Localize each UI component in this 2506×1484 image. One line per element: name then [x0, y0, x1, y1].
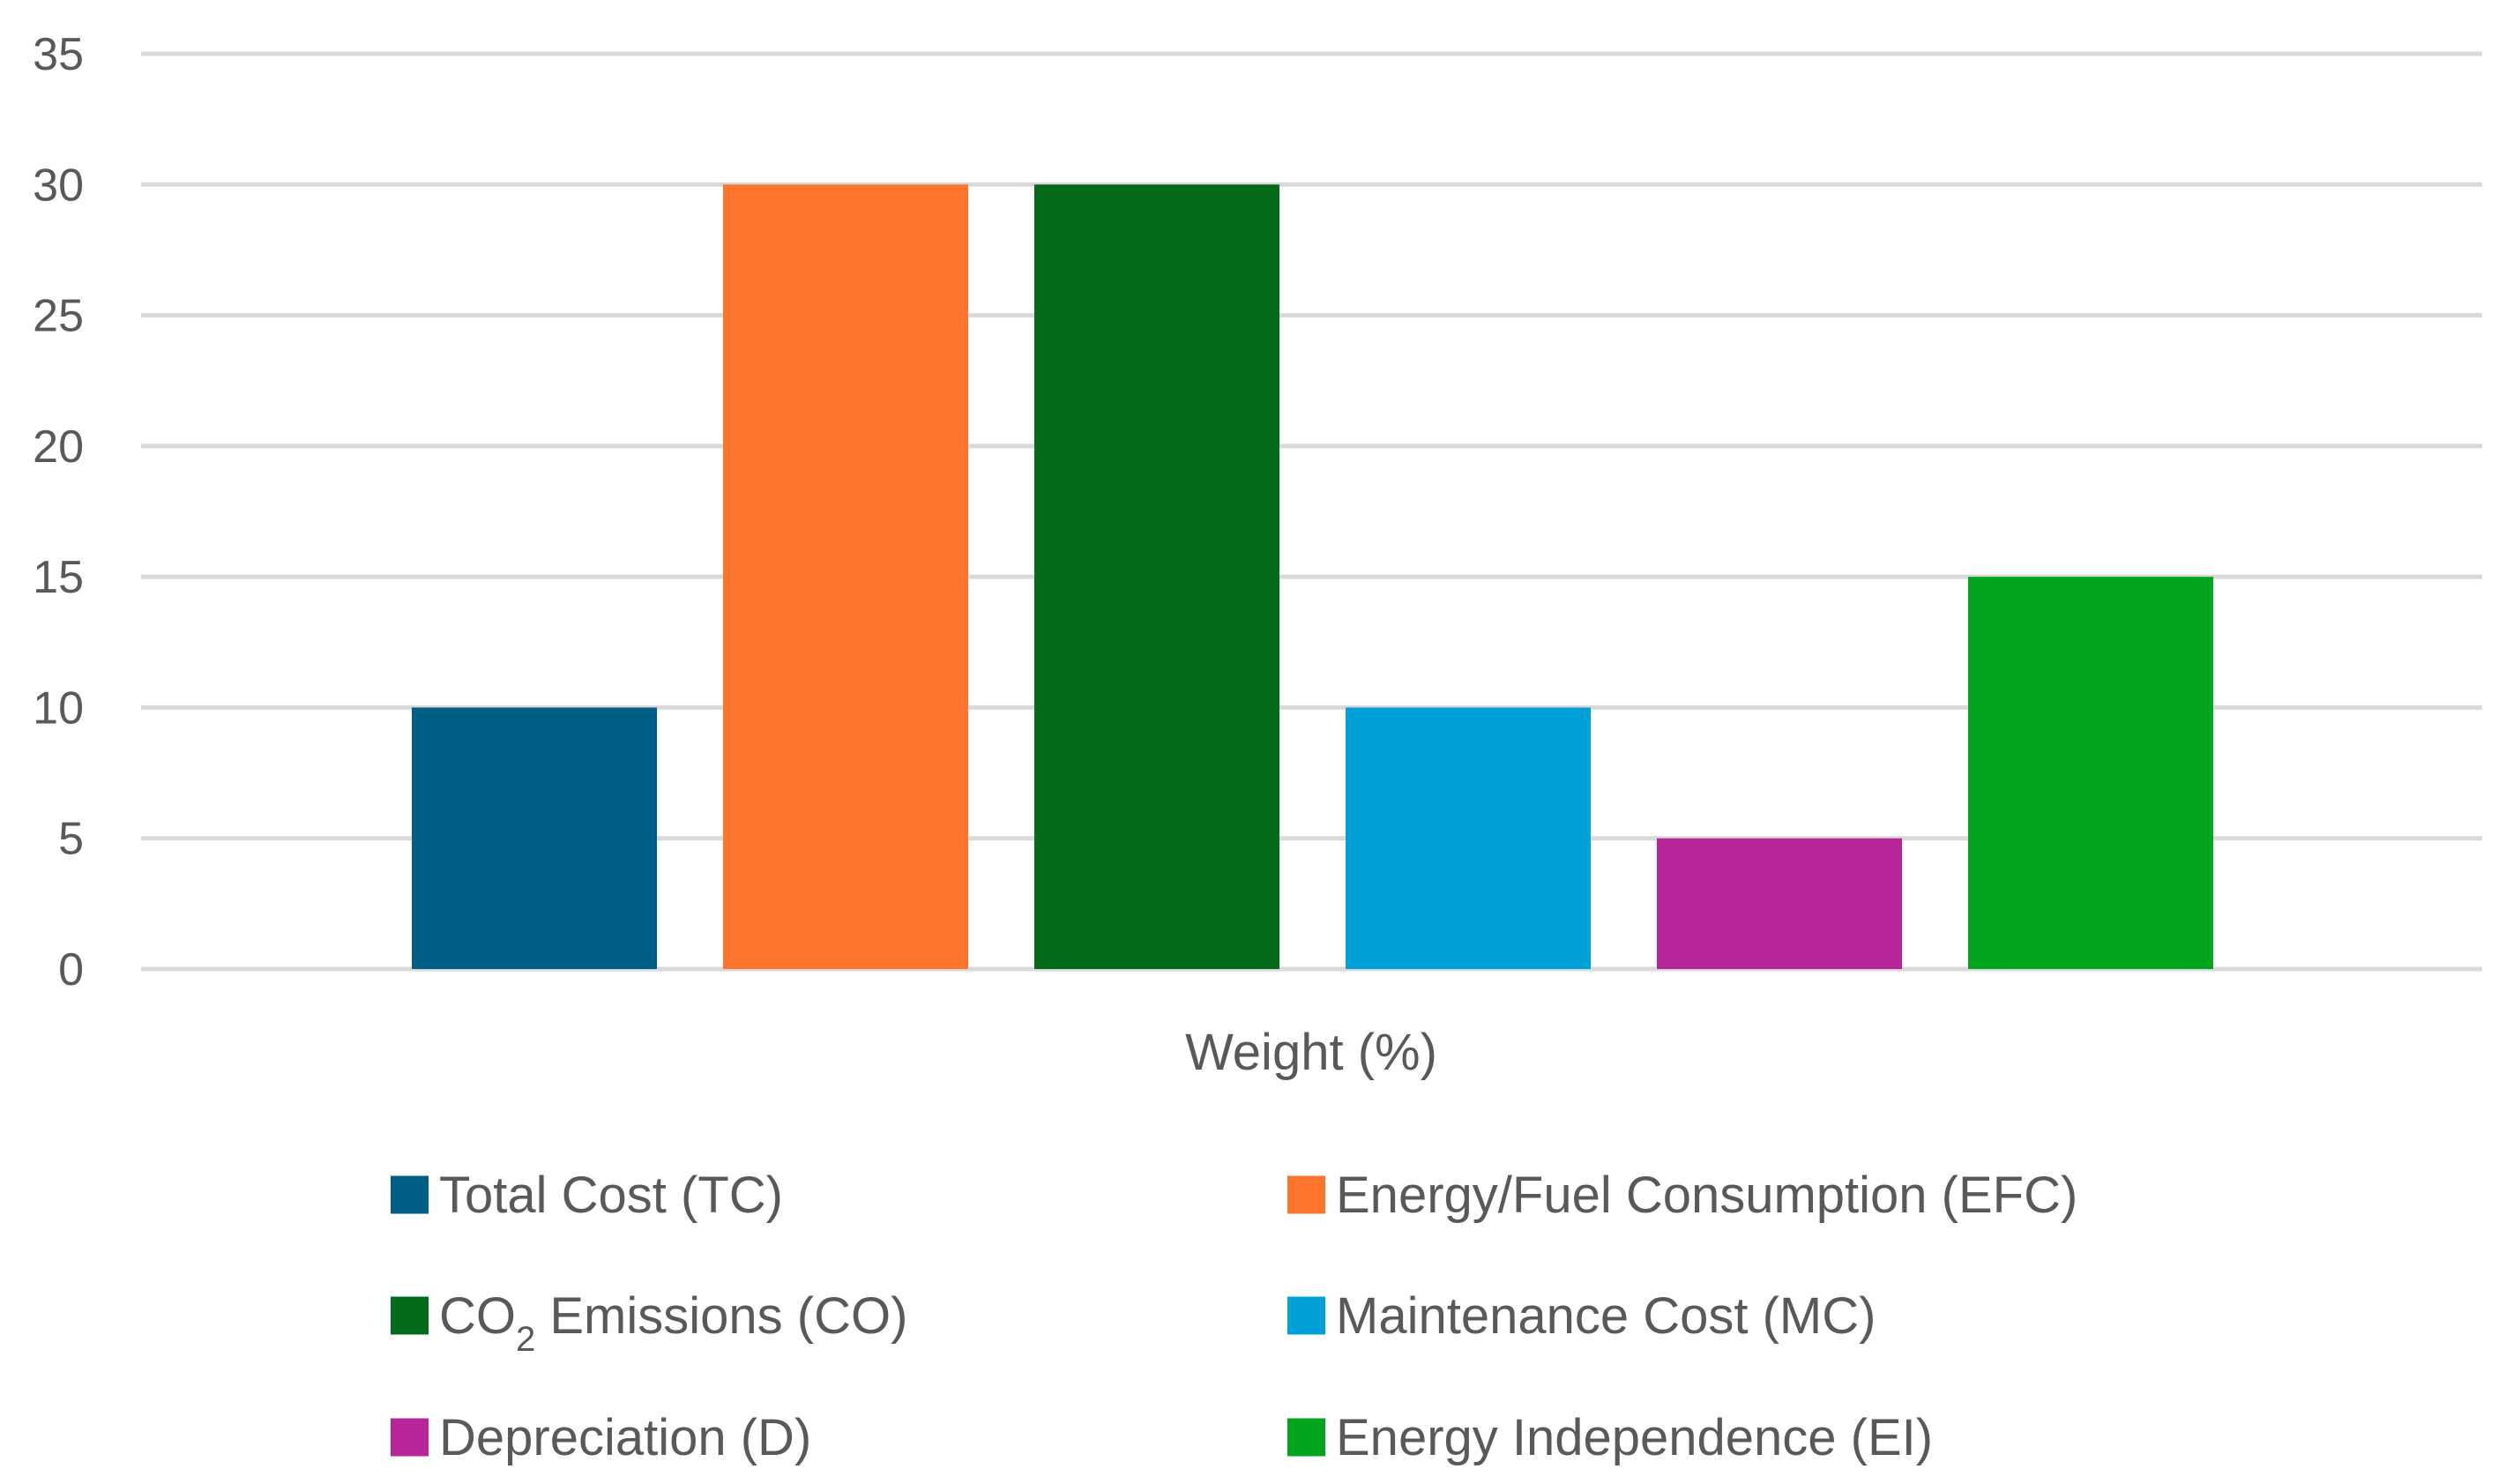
legend-label: CO2 Emissions (CO) [439, 1287, 907, 1359]
legend-item: Energy/Fuel Consumption (EFC) [1287, 1167, 2077, 1224]
y-tick-label: 25 [33, 291, 84, 342]
legend: Total Cost (TC) Energy/Fuel Consumption (… [391, 1167, 2077, 1466]
y-tick-label: 35 [33, 29, 84, 80]
legend-item: CO2 Emissions (CO) [391, 1287, 907, 1359]
y-tick-label: 5 [58, 814, 84, 865]
y-axis-ticks: 0 5 10 15 20 25 30 35 [33, 29, 84, 996]
y-tick-label: 0 [58, 944, 84, 996]
bar [1034, 184, 1279, 970]
legend-label: Energy Independence (EI) [1336, 1409, 1933, 1466]
legend-label: Energy/Fuel Consumption (EFC) [1336, 1167, 2077, 1224]
legend-swatch [391, 1175, 429, 1214]
legend-swatch [391, 1418, 429, 1457]
legend-label: Total Cost (TC) [439, 1167, 783, 1224]
bars [412, 184, 2213, 970]
legend-item: Total Cost (TC) [391, 1167, 783, 1224]
bar [723, 184, 968, 970]
legend-label: Maintenance Cost (MC) [1336, 1287, 1876, 1345]
legend-swatch [1287, 1296, 1325, 1335]
legend-swatch [391, 1296, 429, 1335]
legend-swatch [1287, 1418, 1325, 1457]
legend-item: Maintenance Cost (MC) [1287, 1287, 1876, 1345]
legend-item: Energy Independence (EI) [1287, 1409, 1933, 1466]
bar [1346, 707, 1591, 969]
bar [1968, 577, 2213, 969]
y-tick-label: 30 [33, 160, 84, 211]
legend-label: Depreciation (D) [439, 1409, 811, 1466]
y-tick-label: 10 [33, 682, 84, 734]
legend-swatch [1287, 1175, 1325, 1214]
y-tick-label: 15 [33, 552, 84, 603]
x-axis-title: Weight (%) [1185, 1024, 1437, 1081]
y-tick-label: 20 [33, 421, 84, 473]
bar [412, 707, 657, 969]
bar [1657, 838, 1902, 969]
legend-item: Depreciation (D) [391, 1409, 811, 1466]
